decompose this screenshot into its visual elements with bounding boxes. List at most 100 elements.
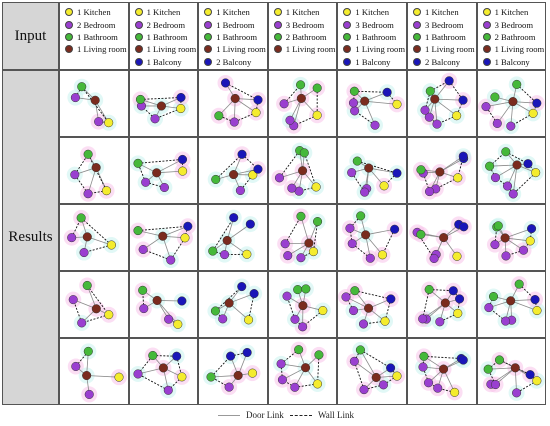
balcony-node xyxy=(382,87,393,97)
bathroom-dot-icon xyxy=(413,32,421,41)
kitchen-node xyxy=(176,372,187,382)
kitchen-dot-icon xyxy=(482,8,491,17)
wall-link xyxy=(456,99,464,116)
bathroom-dot-icon xyxy=(65,32,73,41)
room-graph xyxy=(477,76,545,135)
bedroom-node xyxy=(489,240,500,250)
living-node xyxy=(91,304,101,314)
room-spec-item: 2 Bedroom xyxy=(65,18,128,30)
room-spec-item: 1 Living room xyxy=(273,43,337,55)
room-graph xyxy=(345,83,406,134)
room-spec-label: 1 Bathroom xyxy=(77,31,118,42)
bathroom-node xyxy=(425,86,435,96)
kitchen-node xyxy=(532,305,542,316)
bedroom-node xyxy=(366,253,376,263)
bathroom-node xyxy=(133,226,143,236)
room-spec-item: 2 Balcony xyxy=(413,56,476,68)
kitchen-node xyxy=(175,103,185,114)
kitchen-dot-icon xyxy=(343,8,352,17)
bedroom-node xyxy=(348,239,358,249)
bedroom-node xyxy=(277,375,287,385)
input-spec-4: 1 Kitchen 3 Bedroom 2 Bathroom 1 Living roo… xyxy=(267,2,338,70)
bathroom-node xyxy=(489,92,500,102)
result-graph-cell xyxy=(59,70,129,137)
door-link xyxy=(156,300,178,325)
balcony-node xyxy=(459,222,469,232)
wall-link xyxy=(360,349,392,369)
room-graph xyxy=(132,89,189,127)
result-graph-cell xyxy=(59,271,129,338)
balcony-node xyxy=(386,363,396,373)
room-spec-item: 1 Kitchen xyxy=(65,6,128,18)
room-graph xyxy=(129,151,191,196)
living-node xyxy=(158,363,168,373)
room-graph xyxy=(129,347,190,399)
balcony-node xyxy=(221,78,231,88)
room-graph xyxy=(479,351,545,401)
bedroom-node xyxy=(297,322,307,332)
bathroom-node xyxy=(484,161,494,171)
room-spec-item: 1 Living room xyxy=(413,43,476,55)
bathroom-dot-icon xyxy=(482,32,491,41)
living-node xyxy=(440,298,450,308)
bedroom-node xyxy=(229,117,240,127)
result-graph-cell xyxy=(267,137,338,204)
result-graph-cell xyxy=(59,137,129,204)
results-row-label: Results xyxy=(2,70,59,405)
bathroom-node xyxy=(312,217,322,227)
kitchen-dot-icon xyxy=(134,8,143,17)
room-spec-label: 3 Bedroom xyxy=(425,19,464,30)
room-graph xyxy=(342,207,404,267)
balcony-node xyxy=(229,213,239,223)
bedroom-node xyxy=(77,318,87,328)
result-graph-cell xyxy=(267,204,338,271)
room-spec-label: 1 Kitchen xyxy=(77,7,111,18)
bathroom-node xyxy=(350,86,360,96)
bedroom-node xyxy=(133,369,143,379)
room-spec-item: 3 Bedroom xyxy=(273,18,337,30)
room-spec-item: 1 Kitchen xyxy=(482,6,546,18)
result-graph-cell xyxy=(59,204,129,271)
room-spec-label: 2 Balcony xyxy=(216,56,252,67)
bathroom-node xyxy=(293,345,304,355)
bedroom-node xyxy=(68,295,78,305)
living-node xyxy=(298,301,308,311)
bathroom-node xyxy=(356,211,366,221)
room-spec-label: 1 Bedroom xyxy=(216,19,255,30)
balcony-node xyxy=(245,219,256,229)
balcony-node xyxy=(392,168,402,178)
bedroom-dot-icon xyxy=(204,20,213,29)
room-spec-label: 1 Kitchen xyxy=(146,7,181,18)
bathroom-node xyxy=(147,350,157,361)
bedroom-dot-icon xyxy=(273,20,282,29)
input-spec-1: 1 Kitchen 2 Bedroom 1 Bathroom 1 Living roo… xyxy=(59,2,129,70)
living-node xyxy=(300,363,310,373)
balcony-node xyxy=(448,286,458,296)
door-link xyxy=(485,101,513,107)
bedroom-node xyxy=(350,356,360,366)
room-spec-label: 2 Bedroom xyxy=(77,19,116,30)
bedroom-node xyxy=(424,112,434,122)
room-spec-item: 3 Bedroom xyxy=(343,18,406,30)
kitchen-node xyxy=(528,108,538,118)
result-graph-cell xyxy=(59,338,129,405)
bedroom-node xyxy=(287,183,297,193)
living-dot-icon xyxy=(343,45,352,54)
bedroom-node xyxy=(359,385,369,395)
kitchen-node xyxy=(379,181,390,191)
room-spec-item: 1 Living room xyxy=(204,43,267,55)
bedroom-node xyxy=(159,182,169,193)
bedroom-node xyxy=(483,303,493,313)
room-spec-item: 1 Bathroom xyxy=(134,31,198,43)
result-graph-cell xyxy=(337,137,407,204)
result-graph-cell xyxy=(128,338,199,405)
balcony-dot-icon xyxy=(413,57,421,66)
room-graph xyxy=(480,276,545,330)
bedroom-node xyxy=(429,253,439,264)
bathroom-node xyxy=(133,158,143,168)
result-graph-cell xyxy=(198,137,268,204)
bedroom-dot-icon xyxy=(413,20,421,29)
bedroom-node xyxy=(360,187,370,197)
bedroom-node xyxy=(423,378,434,388)
bathroom-node xyxy=(500,147,510,157)
